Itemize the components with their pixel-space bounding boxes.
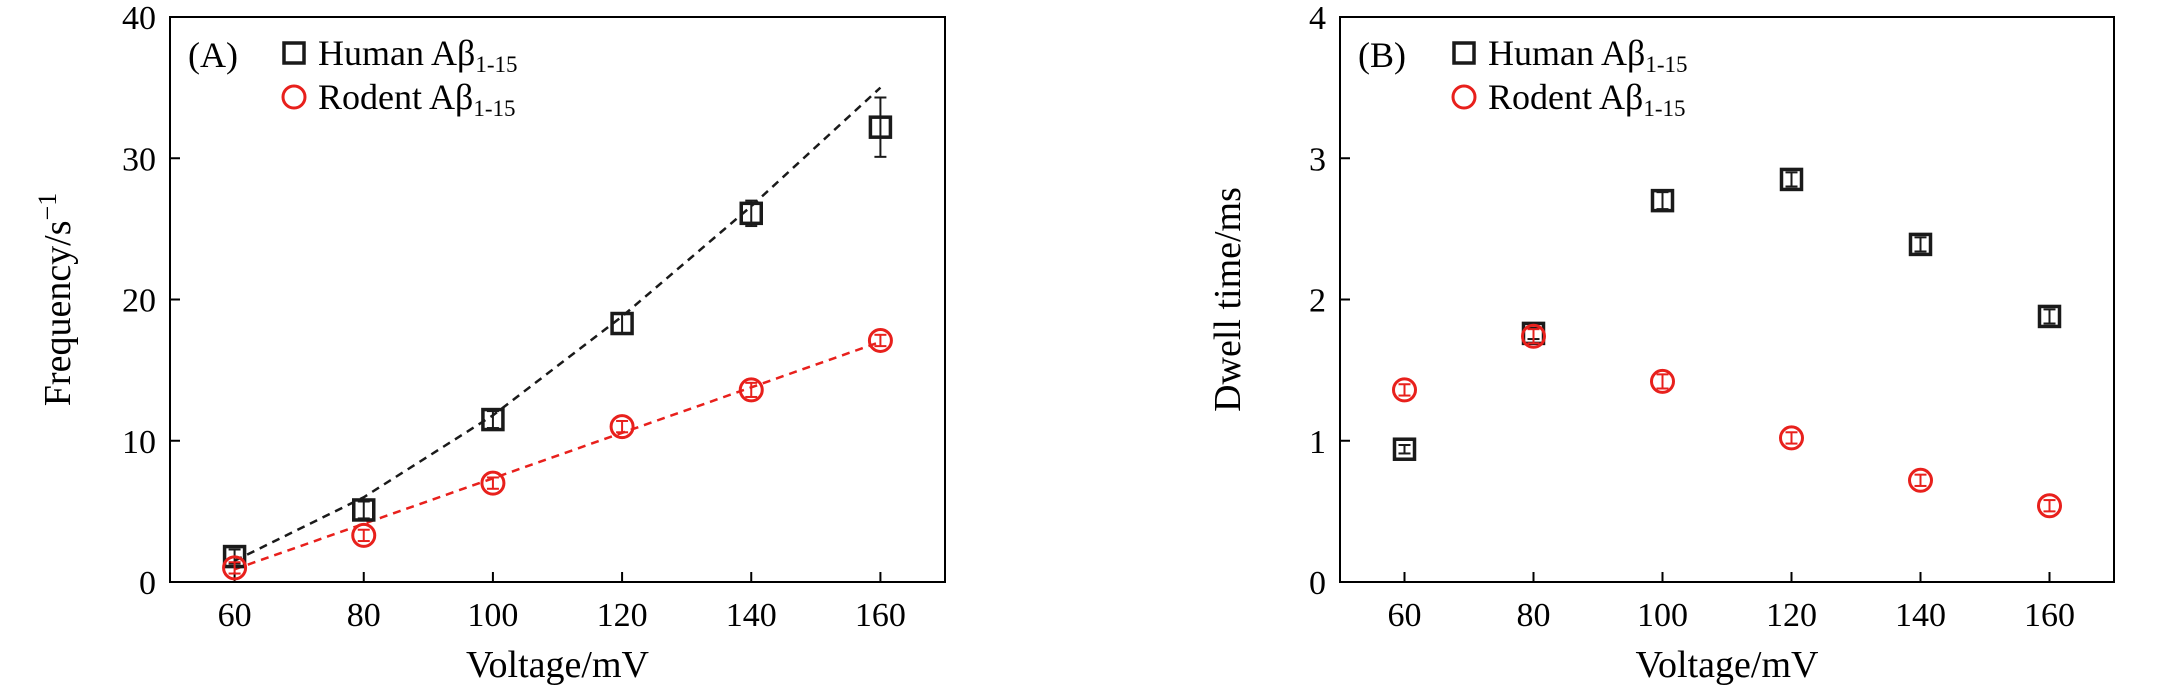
plot-frame (169, 16, 946, 583)
x-tick-label: 80 (1517, 597, 1551, 634)
y-tick-label: 2 (1309, 283, 1326, 320)
legend-label: Human Aβ1-15 (318, 33, 517, 77)
x-tick-label: 60 (218, 597, 252, 634)
legend-label-subscript: 1-15 (475, 52, 517, 77)
x-tick-label: 160 (2024, 597, 2075, 634)
frequency-chart-panel: 60 80 100 120 140 160 0 10 20 30 40 Voltage/mV Frequ… (33, 0, 946, 686)
plot-frame (1339, 16, 2115, 583)
y-axis-title-superscript: −1 (33, 193, 62, 221)
data-point (481, 407, 505, 432)
dwell-time-chart-panel: 60 80 100 120 140 160 0 1 2 3 4 Voltage/mV Dwell tim… (1207, 0, 2115, 686)
data-point (1779, 425, 1804, 451)
data-point (351, 522, 377, 548)
legend-label: Human Aβ1-15 (1488, 33, 1687, 77)
data-point (352, 498, 376, 522)
y-tick-label: 3 (1309, 141, 1326, 178)
data-point (610, 311, 634, 336)
x-tick-label: 100 (1637, 597, 1688, 634)
y-axis-title-text: Frequency/s (37, 220, 79, 406)
legend-label: Rodent Aβ1-15 (318, 77, 516, 121)
data-point (738, 377, 764, 403)
panel-label: (A) (188, 35, 238, 75)
data-point (609, 414, 635, 440)
legend-marker-circle (281, 84, 307, 110)
data-point (2037, 304, 2062, 329)
x-tick-label: 160 (855, 597, 906, 634)
y-tick-label: 20 (122, 283, 156, 320)
data-point (739, 201, 763, 226)
data-point (1650, 188, 1675, 213)
legend-label-text: Rodent Aβ (1488, 77, 1643, 117)
legend-label-subscript: 1-15 (1645, 52, 1687, 77)
data-point (1779, 167, 1804, 192)
y-axis-title-text: Dwell time/ms (1207, 187, 1249, 412)
legend-marker-circle (1451, 84, 1477, 110)
x-tick-label: 140 (1895, 597, 1946, 634)
x-tick-label: 120 (1766, 597, 1817, 634)
x-tick-label: 60 (1388, 597, 1422, 634)
data-point (222, 555, 248, 581)
y-tick-label: 4 (1309, 0, 1326, 37)
y-tick-label: 0 (1309, 565, 1326, 602)
y-axis-title: Frequency/s−1 (33, 193, 79, 406)
y-tick-label: 10 (122, 424, 156, 461)
data-point (1521, 323, 1546, 349)
x-tick-label: 80 (347, 597, 381, 634)
x-axis-title: Voltage/mV (466, 644, 650, 686)
fit-line (234, 86, 882, 562)
data-point (1908, 232, 1933, 257)
y-tick-label: 1 (1309, 424, 1326, 461)
data-point (867, 327, 893, 353)
legend-marker-square (282, 41, 306, 65)
data-point (1392, 377, 1417, 403)
data-point (868, 115, 893, 139)
legend-marker-square (1452, 41, 1476, 65)
legend-label-text: Human Aβ (318, 33, 475, 73)
data-point (1908, 467, 1933, 493)
panel-label: (B) (1358, 35, 1406, 75)
x-tick-label: 100 (467, 597, 518, 634)
y-tick-label: 40 (122, 0, 156, 37)
x-tick-label: 140 (726, 597, 777, 634)
y-tick-label: 30 (122, 141, 156, 178)
data-point (480, 470, 506, 496)
legend-label-subscript: 1-15 (473, 96, 515, 121)
legend-label-subscript: 1-15 (1643, 96, 1685, 121)
fit-line (234, 340, 881, 571)
x-tick-label: 120 (597, 597, 648, 634)
data-point (2037, 493, 2062, 519)
data-point (1650, 368, 1675, 394)
x-axis-title: Voltage/mV (1636, 644, 1820, 686)
legend-label-text: Rodent Aβ (318, 77, 473, 117)
data-point (1392, 437, 1417, 461)
y-tick-label: 0 (139, 565, 156, 602)
y-axis-title: Dwell time/ms (1207, 187, 1249, 412)
legend-label-text: Human Aβ (1488, 33, 1645, 73)
legend-label: Rodent Aβ1-15 (1488, 77, 1686, 121)
